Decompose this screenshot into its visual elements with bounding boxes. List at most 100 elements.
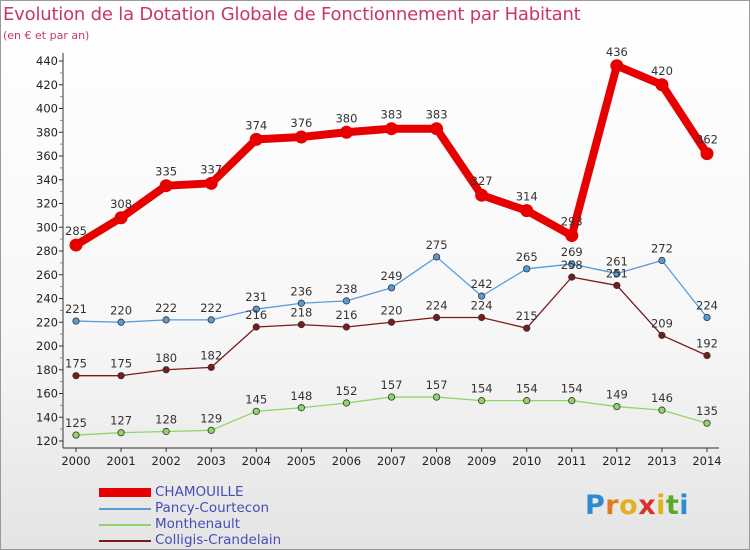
- data-point: [117, 318, 125, 326]
- legend-item-monthenault: Monthenault: [99, 516, 359, 532]
- legend-item-colligis-crandelain: Colligis-Crandelain: [99, 532, 359, 548]
- data-point: [478, 313, 486, 322]
- y-tick-label: 380: [36, 125, 58, 139]
- data-point: [613, 269, 621, 278]
- legend-label: Monthenault: [155, 516, 241, 532]
- chart-subtitle: (en € et par an): [3, 29, 90, 42]
- x-tick-label: 2001: [106, 454, 135, 468]
- data-point: [520, 204, 534, 218]
- y-tick-label: 400: [36, 102, 58, 116]
- data-label: 242: [471, 277, 493, 291]
- data-label: 376: [290, 116, 312, 130]
- legend-label: Pancy-Courtecon: [155, 500, 270, 516]
- data-point: [207, 363, 215, 371]
- data-label: 209: [651, 316, 673, 330]
- data-point: [432, 393, 441, 401]
- legend-swatch: [99, 488, 151, 497]
- legend-item-pancy-courtecon: Pancy-Courtecon: [99, 500, 359, 516]
- x-tick-label: 2014: [692, 454, 721, 468]
- data-label: 308: [110, 197, 132, 211]
- data-label: 251: [606, 266, 628, 280]
- logo-letter: r: [605, 490, 620, 521]
- data-label: 175: [110, 357, 132, 371]
- data-point: [432, 313, 441, 322]
- data-point: [703, 351, 711, 360]
- data-point: [114, 211, 128, 225]
- data-label: 125: [65, 416, 87, 430]
- data-label: 337: [200, 162, 222, 176]
- x-tick-label: 2012: [602, 454, 631, 468]
- data-point: [568, 260, 576, 268]
- data-point: [117, 372, 125, 380]
- y-tick-label: 180: [36, 363, 58, 377]
- legend-swatch: [99, 508, 151, 510]
- legend-swatch: [99, 524, 151, 526]
- chart-axes: 120 140 160 180 200 220 240 260 280 300 320 340 360 3…: [36, 53, 722, 468]
- data-label: 258: [561, 258, 583, 272]
- data-point: [252, 407, 260, 415]
- x-tick-label: 2009: [467, 454, 496, 468]
- x-tick-label: 2008: [422, 454, 451, 468]
- data-label: 224: [471, 299, 493, 313]
- data-label: 148: [290, 389, 312, 403]
- data-point: [700, 147, 714, 161]
- data-point: [159, 179, 173, 193]
- data-label: 152: [335, 384, 357, 398]
- data-label: 149: [606, 388, 628, 402]
- legend-label: Colligis-Crandelain: [155, 532, 282, 548]
- data-label: 380: [335, 111, 357, 125]
- y-tick-label: 360: [36, 149, 58, 163]
- data-point: [117, 429, 125, 437]
- series-layer: [69, 59, 714, 439]
- data-label: 293: [561, 215, 583, 229]
- data-label: 157: [426, 378, 448, 392]
- data-label: 216: [245, 308, 267, 322]
- legend-item-chamouille: CHAMOUILLE: [99, 484, 359, 500]
- data-label: 249: [381, 269, 403, 283]
- logo-letter: P: [585, 490, 606, 521]
- data-label: 261: [606, 255, 628, 269]
- data-point: [475, 188, 489, 202]
- data-label: 145: [245, 392, 267, 406]
- data-point: [387, 393, 396, 401]
- logo-letter: x: [638, 490, 657, 521]
- data-label: 269: [561, 245, 583, 259]
- data-label: 224: [426, 299, 448, 313]
- data-point: [613, 281, 621, 290]
- data-label: 272: [651, 242, 673, 256]
- data-point: [523, 265, 531, 273]
- series-line-chamouille: [72, 61, 711, 250]
- data-label: 224: [696, 299, 718, 313]
- y-tick-label: 440: [36, 54, 58, 68]
- data-label: 127: [110, 414, 132, 428]
- y-tick-label: 260: [36, 268, 58, 282]
- data-point: [523, 397, 531, 405]
- x-tick-label: 2004: [242, 454, 271, 468]
- data-point: [342, 399, 351, 407]
- data-point: [565, 229, 579, 243]
- data-point: [430, 122, 444, 136]
- data-label: 420: [651, 64, 673, 78]
- data-label: 238: [335, 282, 357, 296]
- data-label: 383: [381, 108, 403, 122]
- data-label: 335: [155, 165, 177, 179]
- data-label: 231: [245, 290, 267, 304]
- data-label: 374: [245, 118, 267, 132]
- data-point: [72, 317, 80, 325]
- data-label: 314: [516, 190, 538, 204]
- x-tick-label: 2000: [61, 454, 90, 468]
- data-point: [72, 431, 80, 439]
- x-tick-label: 2011: [557, 454, 586, 468]
- data-label: 265: [516, 250, 538, 264]
- data-labels-layer: 285 308 335 337 374 376 380 383 383 327 314 293 436 4…: [65, 45, 718, 430]
- logo-letter: o: [619, 490, 639, 521]
- data-point: [162, 366, 170, 374]
- data-point: [294, 130, 308, 144]
- data-label: 216: [335, 308, 357, 322]
- data-label: 220: [381, 303, 403, 317]
- data-point: [249, 132, 263, 146]
- data-point: [613, 402, 621, 411]
- data-point: [658, 406, 666, 414]
- data-point: [610, 59, 624, 73]
- data-label: 180: [155, 351, 177, 365]
